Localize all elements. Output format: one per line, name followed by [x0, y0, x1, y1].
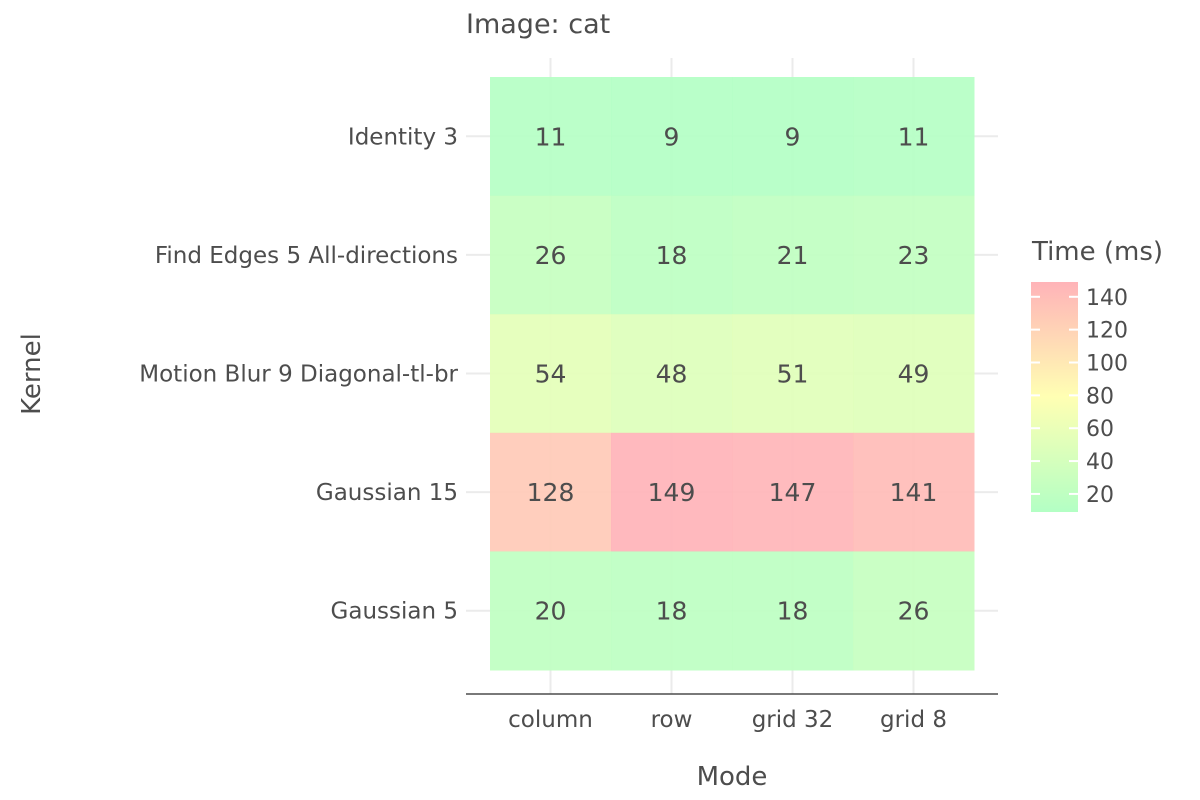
x-tick-label: grid 32	[752, 707, 834, 733]
legend-title: Time (ms)	[1031, 237, 1163, 267]
cell-value-label: 21	[777, 241, 809, 270]
cell-value-label: 18	[656, 241, 688, 270]
heatmap-cell	[732, 77, 854, 197]
y-axis-tick-labels: Identity 3 Find Edges 5 All-directions Mot…	[139, 124, 458, 624]
legend-tick-label: 100	[1086, 352, 1128, 377]
heatmap-cell	[732, 314, 854, 434]
heatmap-cell	[732, 195, 854, 315]
y-tick-label: Motion Blur 9 Diagonal-tl-br	[139, 362, 458, 388]
heatmap-cells	[490, 77, 975, 671]
legend-tick-label: 120	[1086, 319, 1128, 344]
cell-value-label: 141	[890, 478, 938, 507]
heatmap-cell	[490, 195, 612, 315]
cell-value-label: 147	[769, 478, 817, 507]
heatmap-cell	[611, 551, 733, 671]
cell-value-label: 49	[898, 360, 930, 389]
cell-value-label: 48	[656, 360, 688, 389]
y-axis-title: Kernel	[17, 333, 47, 415]
heatmap-cell	[490, 432, 612, 552]
heatmap-cell	[611, 432, 733, 552]
heatmap-cell	[853, 77, 975, 197]
legend-tick-label: 20	[1086, 483, 1114, 508]
heatmap-cell	[490, 314, 612, 434]
chart-title: Image: cat	[466, 9, 610, 40]
heatmap-cell	[611, 314, 733, 434]
cell-value-label: 26	[535, 241, 567, 270]
cell-value-label: 23	[898, 241, 930, 270]
y-tick-label: Find Edges 5 All-directions	[155, 243, 458, 269]
legend-ticks: 20 40 60 80 100 120 140	[1031, 286, 1128, 508]
heatmap-cell	[611, 77, 733, 197]
cell-value-label: 26	[898, 597, 930, 626]
color-legend: Time (ms) 20 40 60 80 100 120 140	[1031, 237, 1163, 512]
x-tick-label: row	[651, 707, 693, 733]
heatmap-cell	[490, 551, 612, 671]
cell-value-label: 9	[664, 122, 680, 151]
y-tick-label: Gaussian 15	[316, 480, 458, 506]
cell-value-label: 18	[656, 597, 688, 626]
heatmap-cell	[732, 551, 854, 671]
x-tick-label: grid 8	[880, 707, 947, 733]
cell-labels: 11 9 9 11 26 18 21 23 54 48 51 49 128 149 147 141 20 18 18…	[527, 122, 938, 625]
cell-value-label: 149	[648, 478, 696, 507]
y-tick-label: Gaussian 5	[331, 599, 458, 625]
cell-value-label: 11	[898, 122, 930, 151]
legend-tick-label: 80	[1086, 384, 1114, 409]
cell-value-label: 128	[527, 478, 575, 507]
legend-tick-label: 40	[1086, 450, 1114, 475]
heatmap-cell	[611, 195, 733, 315]
heatmap-cell	[853, 432, 975, 552]
legend-tick-label: 60	[1086, 417, 1114, 442]
heatmap-cell	[853, 551, 975, 671]
x-axis-tick-labels: column row grid 32 grid 8	[508, 707, 947, 733]
cell-value-label: 20	[535, 597, 567, 626]
heatmap-cell	[732, 432, 854, 552]
legend-colorbar	[1031, 282, 1078, 512]
heatmap-cell	[853, 314, 975, 434]
cell-value-label: 9	[785, 122, 801, 151]
y-tick-label: Identity 3	[348, 124, 458, 150]
x-axis-title: Mode	[697, 762, 768, 792]
legend-tick-label: 140	[1086, 286, 1128, 311]
heatmap-cell	[853, 195, 975, 315]
cell-value-label: 54	[535, 360, 567, 389]
heatmap-cell	[490, 77, 612, 197]
cell-value-label: 51	[777, 360, 809, 389]
cell-value-label: 11	[535, 122, 567, 151]
x-tick-label: column	[508, 707, 593, 733]
cell-value-label: 18	[777, 597, 809, 626]
